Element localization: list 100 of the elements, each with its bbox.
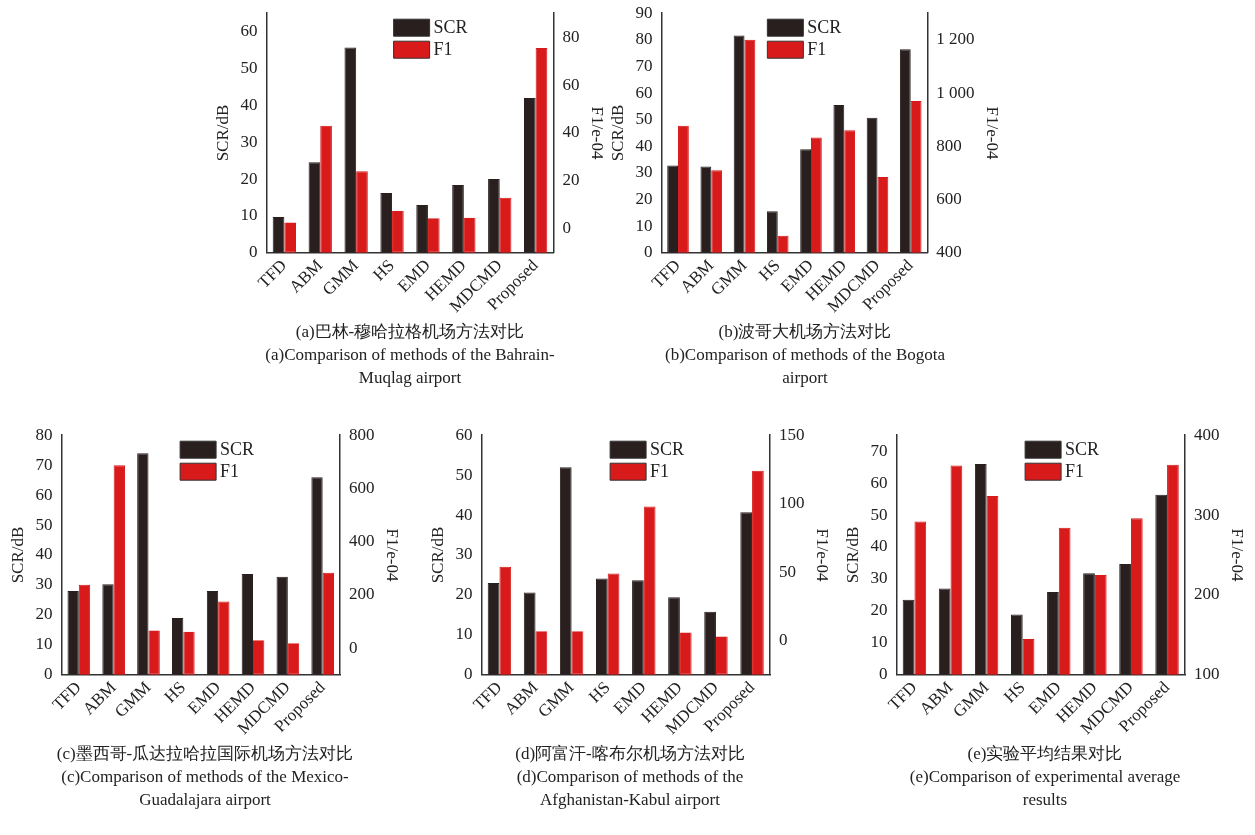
y-tick-label: 10	[35, 634, 53, 654]
y-tick-label: 60	[240, 21, 258, 41]
x-tick-label: HS	[584, 677, 614, 707]
y2-tick-label: 800	[936, 135, 962, 155]
y-axis-title: SCR/dB	[7, 526, 27, 584]
y-tick-label: 60	[35, 484, 53, 504]
y2-tick-label: 0	[349, 637, 358, 657]
y-tick-label: 10	[635, 215, 653, 235]
text: (b)波哥大机场方法对比	[717, 321, 893, 343]
y-tick-label: 0	[463, 664, 473, 684]
legend-label: F1	[220, 460, 240, 481]
y-tick-label: 70	[635, 55, 653, 75]
y-tick-label: 20	[240, 168, 258, 188]
legend-label: F1	[650, 460, 670, 481]
text: (d)阿富汗-喀布尔机场方法对比	[514, 743, 746, 765]
legend-label: F1	[807, 38, 827, 59]
legend-label: F1	[433, 38, 453, 59]
bar	[241, 573, 254, 675]
y2-axis-title: F1/e-04	[813, 528, 833, 582]
y2-tick-label: 50	[779, 561, 797, 581]
legend-label: SCR	[433, 16, 468, 37]
y2-tick-label: 1 200	[936, 29, 975, 49]
y-tick-label: 50	[455, 464, 473, 484]
y-tick-label: 0	[248, 242, 258, 262]
y-tick-label: 20	[870, 600, 888, 620]
y2-axis-title: F1/e-04	[1228, 528, 1248, 582]
legend-label: SCR	[807, 16, 842, 37]
y2-tick-label: 0	[562, 218, 572, 238]
text: (c)Comparison of methods of the Mexico-Guadalajara airport	[60, 766, 350, 811]
bar	[148, 630, 160, 675]
y2-tick-label: 400	[349, 531, 375, 551]
y-tick-label: 80	[35, 424, 53, 444]
text: (b)Comparison of methods of the Bogota airport	[664, 344, 946, 389]
y-tick-label: 50	[240, 57, 258, 77]
y-tick-label: 30	[35, 574, 53, 594]
y-tick-label: 70	[870, 440, 888, 460]
y-tick-label: 10	[455, 624, 473, 644]
y2-tick-label: 0	[779, 630, 788, 650]
y2-tick-label: 100	[779, 493, 805, 513]
y2-tick-label: 80	[562, 26, 580, 46]
y-tick-label: 60	[870, 472, 888, 492]
y-tick-label: 20	[635, 189, 653, 209]
text: (a)Comparison of methods of the Bahrain-Muqlag airport	[264, 344, 556, 389]
y2-tick-label: 40	[562, 122, 580, 142]
y2-tick-label: 200	[1194, 584, 1220, 604]
text: (a)巴林-穆哈拉格机场方法对比	[294, 321, 526, 343]
legend-label: SCR	[650, 438, 685, 459]
y-axis-title: SCR/dB	[842, 526, 862, 584]
y-axis-title: SCR/dB	[212, 104, 232, 162]
y-tick-label: 60	[635, 82, 653, 102]
y-tick-label: 60	[455, 424, 473, 444]
y-tick-label: 30	[455, 544, 473, 564]
y-tick-label: 70	[35, 454, 53, 474]
y-tick-label: 30	[870, 568, 888, 588]
y-tick-label: 20	[455, 584, 473, 604]
y2-tick-label: 200	[349, 584, 375, 604]
y2-axis-title: F1/e-04	[983, 106, 1003, 160]
y2-tick-label: 400	[936, 242, 962, 262]
y2-tick-label: 800	[349, 424, 375, 444]
y-tick-label: 40	[635, 135, 653, 155]
y-tick-label: 0	[878, 664, 888, 684]
y2-tick-label: 300	[1194, 504, 1220, 524]
y2-tick-label: 20	[562, 170, 580, 190]
y-tick-label: 30	[240, 131, 258, 151]
text: (c)墨西哥-瓜达拉哈拉国际机场方法对比	[55, 743, 355, 765]
y2-tick-label: 600	[349, 477, 375, 497]
y-axis-title: SCR/dB	[607, 104, 627, 162]
y-tick-label: 40	[35, 544, 53, 564]
y2-tick-label: 60	[562, 74, 580, 94]
y-tick-label: 10	[240, 205, 258, 225]
bar	[344, 47, 357, 253]
bar	[571, 631, 584, 675]
legend-label: SCR	[1065, 438, 1100, 459]
bar	[113, 465, 125, 675]
y-tick-label: 20	[35, 604, 53, 624]
y-tick-label: 50	[870, 504, 888, 524]
text: (d)Comparison of methods of the Afghanistan-Kabul airport	[515, 766, 745, 811]
y-tick-label: 80	[635, 29, 653, 49]
bar	[137, 453, 149, 675]
y-tick-label: 90	[635, 2, 653, 22]
text: (e)Comparison of experimental average results	[908, 766, 1182, 811]
y-tick-label: 40	[455, 504, 473, 524]
legend-label: SCR	[220, 438, 255, 459]
legend-label: F1	[1065, 460, 1085, 481]
y2-tick-label: 100	[1194, 664, 1220, 684]
y2-tick-label: 400	[1194, 424, 1220, 444]
y-tick-label: 30	[635, 162, 653, 182]
y-tick-label: 0	[43, 664, 53, 684]
text: (e)实验平均结果对比	[966, 743, 1124, 765]
y-tick-label: 40	[240, 94, 258, 114]
bar	[559, 467, 572, 675]
bar	[276, 576, 288, 675]
y-axis-title: SCR/dB	[427, 526, 447, 584]
y-tick-label: 10	[870, 632, 888, 652]
bar	[766, 211, 778, 253]
y-tick-label: 40	[870, 536, 888, 556]
y-tick-label: 50	[35, 514, 53, 534]
y2-axis-title: F1/e-04	[588, 106, 608, 160]
y2-axis-title: F1/e-04	[383, 528, 403, 582]
y2-tick-label: 600	[936, 189, 962, 209]
